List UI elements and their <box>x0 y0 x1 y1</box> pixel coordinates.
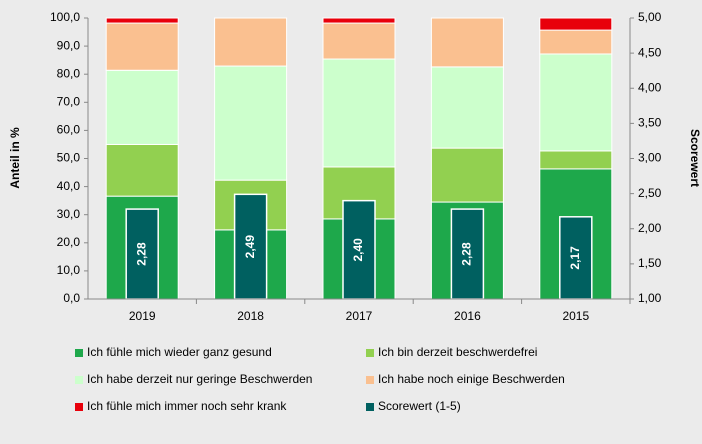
legend-swatch <box>366 349 374 357</box>
x-tick-label: 2016 <box>454 309 481 323</box>
bar-segment <box>539 150 613 170</box>
bar-segment <box>539 29 613 55</box>
y-tick-label: 60,0 <box>57 123 81 137</box>
bar-segment <box>430 147 504 203</box>
y-tick-label: 0,0 <box>63 291 80 305</box>
y-tick-label: 100,0 <box>50 10 80 24</box>
data-label: 2,17 <box>568 246 582 270</box>
x-tick-label: 2015 <box>562 309 589 323</box>
bar-segment <box>105 69 179 145</box>
legend-swatch <box>75 376 83 384</box>
x-tick-label: 2019 <box>129 309 156 323</box>
legend-swatch <box>75 403 83 411</box>
y2-tick-label: 1,50 <box>638 256 662 270</box>
bar-segment <box>322 22 396 60</box>
bar-segment <box>105 143 179 197</box>
bar-segment <box>539 53 613 152</box>
legend-label: Ich bin derzeit beschwerdefrei <box>378 345 537 359</box>
bar-segment <box>430 17 504 68</box>
legend-swatch <box>366 403 374 411</box>
y-tick-label: 20,0 <box>57 235 81 249</box>
y-tick-label: 10,0 <box>57 263 81 277</box>
data-label: 2,49 <box>243 235 257 259</box>
bar-segment <box>322 17 396 24</box>
legend-label: Ich habe noch einige Beschwerden <box>378 372 565 386</box>
y2-tick-label: 3,50 <box>638 116 662 130</box>
y2-tick-label: 3,00 <box>638 151 662 165</box>
y-tick-label: 50,0 <box>57 151 81 165</box>
legend-swatch <box>366 376 374 384</box>
y2-tick-label: 1,00 <box>638 291 662 305</box>
data-label: 2,28 <box>460 242 474 266</box>
y-tick-label: 70,0 <box>57 94 81 108</box>
legend-label: Ich fühle mich wieder ganz gesund <box>87 345 272 359</box>
y-tick-label: 30,0 <box>57 207 81 221</box>
score-bar <box>233 193 268 300</box>
y2-tick-label: 4,50 <box>638 45 662 59</box>
data-label: 2,40 <box>351 238 365 262</box>
legend-label: Scorewert (1-5) <box>378 399 461 413</box>
y2-axis-title: Scorewert <box>688 129 702 187</box>
bar-segment <box>322 58 396 168</box>
y-tick-label: 80,0 <box>57 66 81 80</box>
y2-tick-label: 5,00 <box>638 10 662 24</box>
bar-segment <box>214 65 288 181</box>
bar-segment <box>539 17 613 31</box>
bar-segment <box>105 22 179 71</box>
y2-tick-label: 4,00 <box>638 80 662 94</box>
bar-segment <box>430 66 504 149</box>
legend-label: Ich habe derzeit nur geringe Beschwerden <box>87 372 312 386</box>
legend-label: Ich fühle mich immer noch sehr krank <box>87 399 287 413</box>
legend-swatch <box>75 349 83 357</box>
score-bar <box>450 208 485 300</box>
x-tick-label: 2018 <box>237 309 264 323</box>
y-axis-title: Anteil in % <box>8 127 22 189</box>
bar-segment <box>105 17 179 24</box>
bar-segment <box>214 17 288 67</box>
y-tick-label: 90,0 <box>57 38 81 52</box>
y-tick-label: 40,0 <box>57 179 81 193</box>
data-label: 2,28 <box>134 242 148 266</box>
x-tick-label: 2017 <box>346 309 373 323</box>
y2-tick-label: 2,00 <box>638 221 662 235</box>
y2-tick-label: 2,50 <box>638 186 662 200</box>
